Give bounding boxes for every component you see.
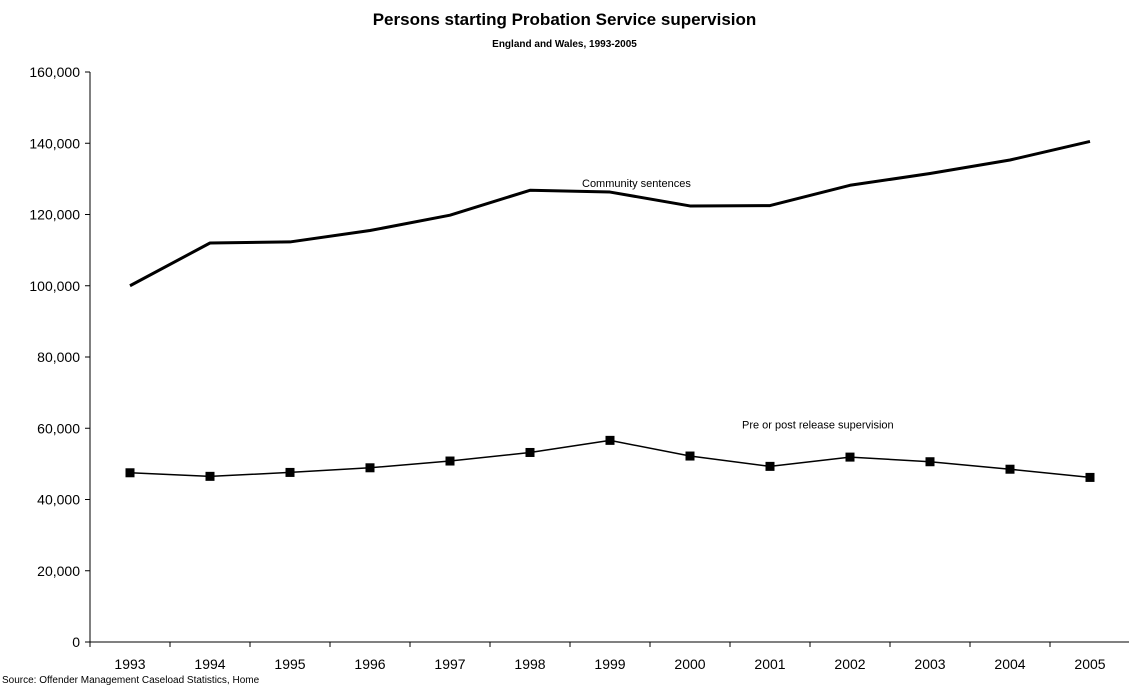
data-point-marker	[285, 467, 295, 477]
x-tick-label: 2005	[1074, 656, 1105, 672]
data-point-marker	[925, 457, 935, 467]
source-note: Source: Offender Management Caseload Sta…	[2, 675, 260, 686]
data-point-marker	[1005, 464, 1015, 474]
x-tick-label: 1996	[354, 656, 385, 672]
data-point-marker	[365, 463, 375, 473]
y-tick-label: 120,000	[29, 207, 80, 223]
chart-axes	[89, 72, 1129, 643]
data-point-marker	[605, 435, 615, 445]
series-label: Pre or post release supervision	[742, 419, 894, 431]
x-tick-label: 1999	[594, 656, 625, 672]
y-tick-label: 100,000	[29, 278, 80, 294]
data-point-marker	[205, 471, 215, 481]
y-tick-label: 140,000	[29, 135, 80, 151]
data-point-marker	[765, 461, 775, 471]
series-layer: Community sentences Pre or post release s…	[125, 140, 1095, 482]
x-axis-ticks: 1993 1994 1995 1996 1997 1998 1999 2000 2001 2002…	[89, 642, 1106, 672]
data-point-marker	[845, 452, 855, 462]
series-line	[129, 439, 1091, 479]
y-tick-label: 20,000	[37, 563, 80, 579]
x-tick-label: 2002	[834, 656, 865, 672]
data-point-marker	[685, 451, 695, 461]
x-tick-label: 1995	[274, 656, 305, 672]
data-point-marker	[525, 447, 535, 457]
y-tick-label: 80,000	[37, 349, 80, 365]
x-tick-label: 2001	[754, 656, 785, 672]
series-1: Pre or post release supervision	[125, 419, 1095, 482]
chart-title: Persons starting Probation Service super…	[372, 10, 757, 29]
data-point-marker	[125, 468, 135, 478]
series-0: Community sentences	[129, 140, 1091, 288]
x-tick-label: 1994	[194, 656, 225, 672]
x-tick-label: 2000	[674, 656, 705, 672]
y-axis-ticks: 0 20,000 40,000 60,000 80,000 100,000 120,000 1…	[29, 64, 90, 650]
x-tick-label: 2003	[914, 656, 945, 672]
series-line	[129, 140, 1091, 288]
x-tick-label: 1997	[434, 656, 465, 672]
y-tick-label: 0	[72, 634, 80, 650]
y-tick-label: 60,000	[37, 420, 80, 436]
y-tick-label: 40,000	[37, 492, 80, 508]
x-tick-label: 1993	[114, 656, 145, 672]
x-tick-label: 1998	[514, 656, 545, 672]
x-tick-label: 2004	[994, 656, 1025, 672]
data-point-marker	[1085, 472, 1095, 482]
y-tick-label: 160,000	[29, 64, 80, 80]
chart-subtitle: England and Wales, 1993-2005	[492, 39, 637, 50]
data-point-marker	[445, 456, 455, 466]
series-label: Community sentences	[582, 178, 691, 190]
